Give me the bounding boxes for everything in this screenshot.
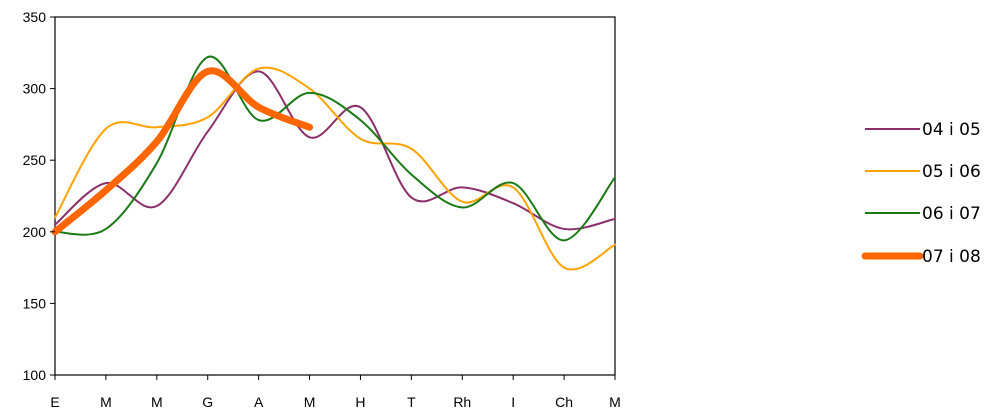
x-tick-label: A [254,394,264,410]
series-line-4 [51,67,314,236]
x-tick-label: M [304,394,316,410]
series-layer [51,55,616,271]
y-tick-label: 100 [23,367,47,383]
series-line-1 [54,70,616,231]
x-tick-label: T [407,394,416,410]
x-tick-label: M [100,394,112,410]
series-line-2 [54,66,616,271]
legend-label-4: 07 i 08 [922,247,981,267]
y-tick-label: 150 [23,295,47,311]
y-tick-label: 300 [23,81,47,97]
x-tick-label: G [202,394,213,410]
plot-area [54,16,616,376]
y-tick-label: 250 [23,152,47,168]
axes-layer: 100 150 200 250 300 350 E M M G A M H T Rh I Ch M [23,9,621,410]
x-tick-label: E [50,394,59,410]
series-line-3 [54,55,616,242]
legend-label-2: 05 i 06 [922,162,981,182]
legend: 04 i 05 05 i 06 06 i 07 07 i 08 [861,120,981,267]
legend-label-3: 06 i 07 [922,204,981,224]
x-tick-label: M [609,394,621,410]
x-tick-label: H [355,394,365,410]
x-tick-label: Rh [453,394,471,410]
y-tick-label: 200 [23,224,47,240]
y-tick-label: 350 [23,9,47,25]
legend-label-1: 04 i 05 [922,120,981,140]
x-tick-label: I [511,394,515,410]
x-tick-label: Ch [555,394,573,410]
plot-frame [54,16,616,376]
x-tick-label: M [151,394,163,410]
